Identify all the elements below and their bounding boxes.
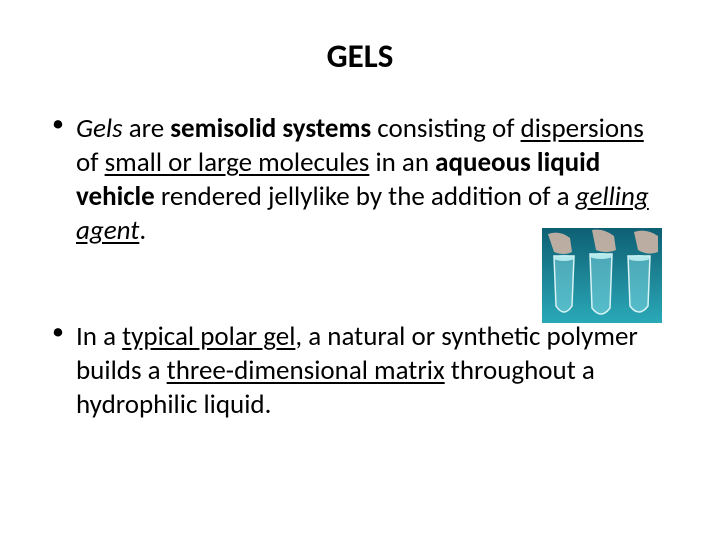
gel-photo [542, 228, 662, 323]
slide-title: GELS [48, 36, 672, 76]
bullet-item: In a typical polar gel, a natural or syn… [48, 320, 672, 422]
slide: GELS Gels are semisolid systems consisti… [0, 0, 720, 540]
gel-beakers-icon [542, 228, 662, 323]
bullet-text: Gels are semisolid systems consisting of… [76, 112, 649, 247]
bullet-text: In a typical polar gel, a natural or syn… [76, 320, 638, 421]
